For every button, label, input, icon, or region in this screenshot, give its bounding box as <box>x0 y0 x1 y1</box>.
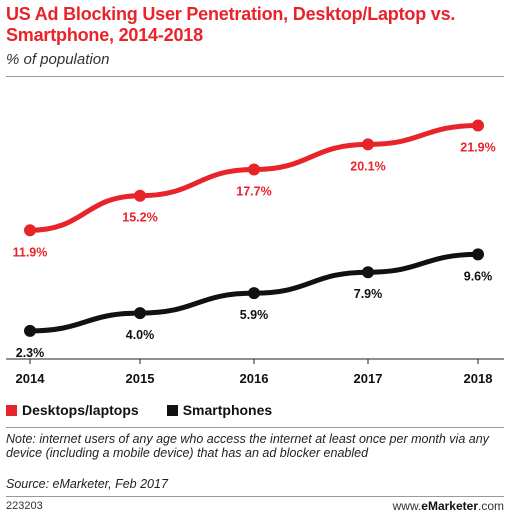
data-point <box>24 324 36 337</box>
data-label: 7.9% <box>354 287 383 301</box>
data-label: 4.0% <box>126 328 155 342</box>
chart-title: US Ad Blocking User Penetration, Desktop… <box>6 4 456 45</box>
brand-suffix: .com <box>477 499 504 513</box>
data-point <box>472 119 484 132</box>
data-label: 5.9% <box>240 308 269 322</box>
data-point <box>24 224 36 237</box>
chart-subtitle: % of population <box>6 51 110 68</box>
x-tick-label: 2014 <box>16 371 46 386</box>
footer-divider <box>6 427 504 428</box>
data-label: 11.9% <box>13 245 48 259</box>
x-tick-label: 2017 <box>354 371 383 386</box>
legend-item-desktops: Desktops/laptops <box>6 402 139 418</box>
data-point <box>248 163 260 176</box>
legend-label-smartphones: Smartphones <box>182 402 273 418</box>
brand-link[interactable]: www.eMarketer.com <box>393 499 504 513</box>
source-note: Source: eMarketer, Feb 2017 <box>6 477 168 491</box>
data-label: 21.9% <box>460 140 495 154</box>
bottom-divider <box>6 496 504 497</box>
x-tick-label: 2018 <box>464 371 493 386</box>
legend-swatch-smartphones <box>166 404 178 416</box>
data-label: 2.3% <box>16 346 45 360</box>
brand-name: eMarketer <box>421 499 478 513</box>
x-tick-label: 2016 <box>240 371 269 386</box>
data-point <box>472 248 484 261</box>
line-chart: 2014 2015 2016 2017 2018 11.9% 15.2% 17.7% 20.1%… <box>6 119 504 386</box>
legend-label-desktops: Desktops/laptops <box>22 402 139 418</box>
legend: Desktops/laptops Smartphones <box>6 401 300 419</box>
x-tick-label: 2015 <box>126 371 155 386</box>
data-point <box>134 307 146 320</box>
legend-item-smartphones: Smartphones <box>166 402 273 418</box>
series-line-desktops <box>27 122 481 233</box>
brand-prefix: www. <box>392 499 422 513</box>
data-label: 17.7% <box>236 185 271 199</box>
top-divider <box>6 76 504 77</box>
data-point <box>362 266 374 279</box>
data-label: 20.1% <box>350 159 385 173</box>
data-label: 15.2% <box>122 211 157 225</box>
data-label: 9.6% <box>464 269 493 283</box>
data-point <box>362 138 374 151</box>
data-point <box>134 189 146 202</box>
data-point <box>248 287 260 300</box>
chart-id: 223203 <box>6 500 43 512</box>
legend-swatch-desktops <box>6 404 17 416</box>
footnote: Note: internet users of any age who acce… <box>6 432 489 460</box>
